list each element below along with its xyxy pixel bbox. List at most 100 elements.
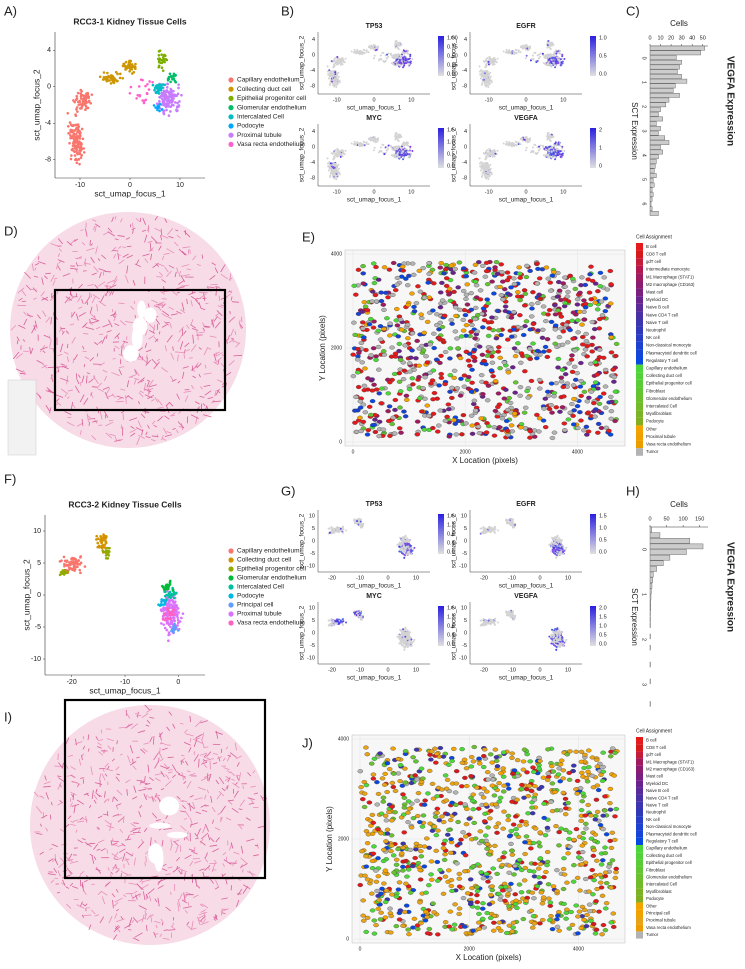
cell-dot <box>432 391 437 395</box>
cell-dot <box>60 559 63 562</box>
cell-dot <box>554 149 556 151</box>
legend-swatch <box>228 87 233 92</box>
cell-dot <box>108 75 111 78</box>
cell-dot <box>168 96 171 99</box>
cell-dot <box>557 150 559 152</box>
cell-dot <box>396 148 398 150</box>
cell-dot <box>397 406 402 410</box>
cell-dot <box>331 81 333 83</box>
cell-dot <box>382 353 387 357</box>
cell-dot <box>516 144 518 146</box>
cell-dot <box>593 301 598 305</box>
cell-dot <box>410 262 415 266</box>
cell-dot <box>123 65 126 68</box>
legend-swatch <box>636 251 643 259</box>
cell-dot <box>570 370 575 374</box>
cell-dot <box>417 364 422 368</box>
legend-swatch <box>636 365 643 373</box>
cell-dot <box>441 271 446 275</box>
cell-dot <box>543 319 548 323</box>
y-tick-label: 0 <box>312 53 315 59</box>
legend-swatch <box>636 380 643 388</box>
y-tick-label: -10 <box>31 656 41 663</box>
cell-dot <box>386 146 388 148</box>
cell-dot <box>373 293 378 297</box>
cell-dot <box>514 349 519 353</box>
cell-dot <box>393 288 398 292</box>
cell-dot <box>339 81 341 83</box>
cell-dot <box>525 57 527 59</box>
cell-dot <box>79 147 82 150</box>
cell-dot <box>365 433 370 437</box>
colorbar <box>438 128 444 168</box>
cell-dot <box>480 325 485 329</box>
cell-dot <box>362 144 364 146</box>
cell-dot <box>485 80 487 82</box>
cell-dot <box>506 371 511 375</box>
cell-dot <box>550 436 555 440</box>
cell-dot <box>370 300 375 304</box>
cell-dot <box>121 77 124 80</box>
cell-dot <box>145 98 148 101</box>
cell-dot <box>541 407 546 411</box>
cell-dot <box>337 82 339 84</box>
cell-dot <box>168 114 171 117</box>
y-tick-label: 2 <box>641 105 647 108</box>
cell-dot <box>603 385 608 389</box>
bar <box>650 188 652 192</box>
cell-dot <box>177 87 180 90</box>
cell-dot <box>481 83 483 85</box>
cell-dot <box>338 153 340 155</box>
cell-dot <box>95 535 98 538</box>
cell-dot <box>428 382 433 386</box>
cell-dot <box>79 150 82 153</box>
cell-dot <box>401 269 406 273</box>
cell-dot <box>381 303 386 307</box>
cell-dot <box>76 560 79 563</box>
y-tick-label: 1 <box>641 81 647 84</box>
cell-dot <box>492 156 494 158</box>
cell-dot <box>597 402 602 406</box>
cell-dot <box>547 132 549 134</box>
cell-dot <box>368 413 373 417</box>
cell-dot <box>495 405 500 409</box>
x-tick-label: 10 <box>560 189 566 195</box>
cell-dot <box>523 292 528 296</box>
y-tick-label: 0 <box>47 84 51 91</box>
cell-dot <box>403 343 408 347</box>
legend-label: Capillary endothelium <box>646 366 688 371</box>
cell-dot <box>608 269 613 273</box>
cell-dot <box>446 293 451 297</box>
cell-dot <box>402 57 404 59</box>
x-tick-label: 0 <box>372 189 375 195</box>
cell-dot <box>581 318 586 322</box>
cell-dot <box>340 64 342 66</box>
cell-dot <box>446 403 451 407</box>
cell-dot <box>400 265 405 269</box>
cell-dot <box>398 358 403 362</box>
cell-dot <box>518 298 523 302</box>
cell-dot <box>488 153 490 155</box>
cell-dot <box>380 54 382 56</box>
cell-dot <box>166 59 169 62</box>
bar <box>650 117 663 121</box>
cell-dot <box>590 336 595 340</box>
cell-dot <box>576 330 581 334</box>
cell-dot <box>505 408 510 412</box>
cell-dot <box>354 430 359 434</box>
legend-label: Intercalated Cell <box>237 114 285 121</box>
x-axis-label: sct_umap_focus_1 <box>347 105 402 112</box>
cell-dot <box>467 364 472 368</box>
cell-dot <box>543 425 548 429</box>
cell-dot <box>463 421 468 425</box>
panel-label: E) <box>302 229 315 244</box>
cell-dot <box>387 434 392 438</box>
cell-dot <box>497 150 499 152</box>
cell-dot <box>132 71 135 74</box>
cell-dot <box>455 346 460 350</box>
legend-swatch <box>636 334 643 342</box>
cell-dot <box>176 106 179 109</box>
cell-dot <box>544 266 549 270</box>
tissue-fiber <box>76 373 77 379</box>
cell-dot <box>578 419 583 423</box>
